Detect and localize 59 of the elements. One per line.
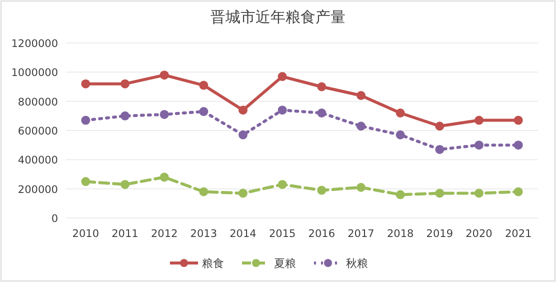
x-tick-label: 2016 (308, 228, 336, 240)
legend-label: 夏粮 (274, 257, 296, 270)
point (278, 72, 287, 82)
y-tick-label: 800000 (18, 96, 58, 108)
point (317, 108, 326, 118)
point (81, 177, 90, 186)
point (160, 70, 169, 80)
point (81, 116, 90, 125)
point (317, 82, 326, 92)
point (474, 116, 484, 125)
x-tick-label: 2013 (190, 228, 218, 240)
point (396, 130, 405, 140)
point (435, 188, 444, 198)
point (160, 110, 169, 119)
y-tick-label: 1000000 (11, 67, 58, 80)
legend-label: 秋粮 (346, 257, 368, 270)
point (396, 190, 405, 200)
point (278, 180, 287, 189)
point (435, 144, 444, 154)
point (199, 80, 208, 90)
y-tick-label: 400000 (18, 154, 58, 167)
x-tick-label: 2019 (426, 228, 454, 240)
x-tick-label: 2014 (230, 228, 257, 240)
x-tick-label: 2020 (466, 228, 492, 240)
x-tick-label: 2011 (112, 228, 138, 240)
point (278, 106, 287, 115)
point (356, 122, 366, 131)
y-tick-label: 200000 (18, 184, 58, 196)
point (120, 79, 130, 88)
point (514, 140, 523, 150)
point (356, 182, 366, 192)
x-tick-label: 2012 (150, 228, 178, 240)
x-tick-label: 2010 (72, 228, 100, 240)
point (514, 116, 523, 125)
point (514, 187, 523, 196)
point (238, 106, 248, 115)
x-tick-label: 2021 (504, 228, 532, 240)
point (474, 140, 484, 150)
x-tick-label: 2017 (348, 228, 374, 240)
point (120, 180, 130, 189)
point (199, 107, 208, 116)
point (120, 111, 130, 120)
point (81, 79, 90, 88)
point (160, 172, 169, 182)
point (396, 108, 405, 118)
point (238, 130, 248, 140)
point (199, 187, 208, 196)
chart-title: 晋城市近年粮食产量 (210, 8, 346, 26)
y-tick-label: 1200000 (11, 38, 58, 50)
point (474, 188, 484, 198)
point (435, 122, 444, 131)
x-tick-label: 2018 (386, 228, 414, 240)
point (238, 188, 248, 198)
point (317, 186, 326, 195)
y-tick-label: 0 (51, 213, 58, 225)
legend-label: 粮食 (202, 257, 224, 270)
y-tick-label: 600000 (18, 126, 58, 138)
point (356, 91, 366, 100)
x-tick-label: 2015 (268, 228, 296, 240)
